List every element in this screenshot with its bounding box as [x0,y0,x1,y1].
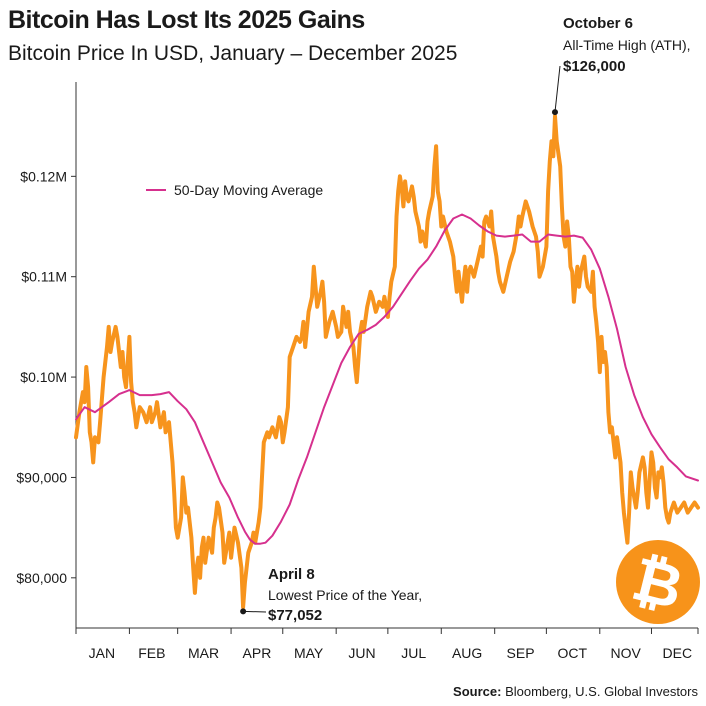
source-label: Source: [453,684,502,699]
chart-series [74,114,700,610]
moving-average-line [75,213,699,545]
low-value: $77,052 [268,607,322,624]
x-tick-label: AUG [452,645,482,661]
page-subtitle: Bitcoin Price In USD, January – December… [8,42,458,65]
x-tick-label: NOV [610,645,641,661]
x-tick-label: MAR [188,645,219,661]
y-tick-label: $0.10M [20,369,67,385]
low-label: Lowest Price of the Year, [268,587,422,603]
chart-axes [75,82,698,629]
x-tick-label: SEP [507,645,535,661]
price-series-line [74,114,700,610]
x-tick-label: MAY [294,645,324,661]
x-tick-label: JAN [89,645,115,661]
x-tick-label: APR [243,645,272,661]
source-text: Bloomberg, U.S. Global Investors [505,684,698,699]
ath-value: $126,000 [563,58,626,75]
legend: 50-Day Moving Average [146,182,323,198]
legend-label-ma: 50-Day Moving Average [174,182,323,198]
low-annotation: April 8 Lowest Price of the Year, $77,05… [240,566,422,624]
source-note: Source: Bloomberg, U.S. Global Investors [453,684,698,699]
x-tick-label: OCT [557,645,587,661]
bitcoin-logo-circle [616,540,700,624]
y-tick-label: $0.11M [21,269,67,285]
ath-annotation: October 6 All-Time High (ATH), $126,000 [551,15,691,116]
x-tick-label: DEC [663,645,693,661]
low-date: April 8 [268,566,315,583]
x-tick-label: JUN [348,645,375,661]
x-axis-ticks: JAN FEB MAR APR MAY JUN JUL AUG SEP OCT NOV DEC [75,628,699,661]
y-tick-label: $90,000 [16,469,67,485]
low-leader-line [243,610,267,613]
y-tick-label: $80,000 [16,570,67,586]
ath-date: October 6 [563,15,633,32]
y-tick-label: $0.12M [20,168,67,184]
ath-leader-line [554,65,561,113]
y-axis-ticks: $80,000 $90,000 $0.10M $0.11M $0.12M [16,168,76,586]
ath-label: All-Time High (ATH), [563,37,691,53]
x-tick-label: FEB [138,645,165,661]
bitcoin-logo-icon: ₿ [616,540,700,624]
x-tick-label: JUL [401,645,426,661]
page-title: Bitcoin Has Lost Its 2025 Gains [8,6,365,34]
